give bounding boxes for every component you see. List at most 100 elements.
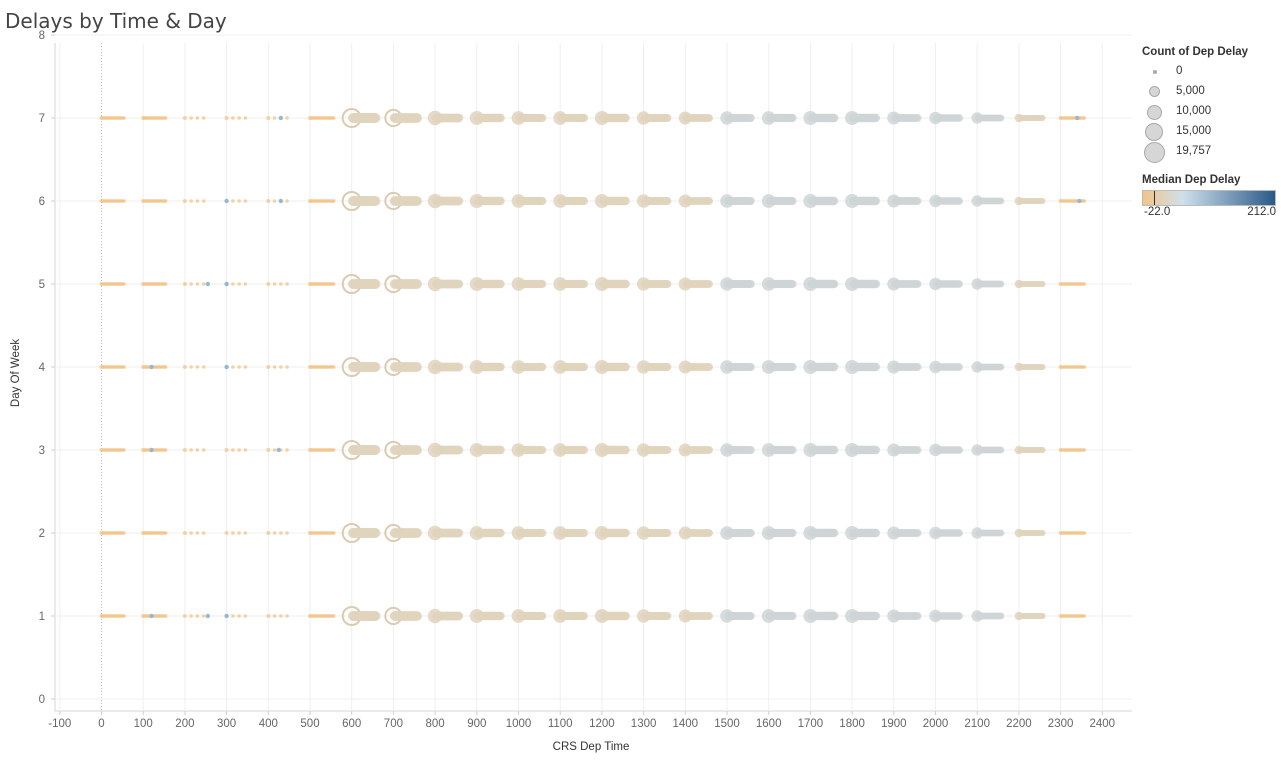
data-point (189, 282, 193, 286)
data-point (285, 531, 289, 535)
data-point (1082, 282, 1087, 286)
data-point (997, 446, 1005, 454)
data-point (788, 611, 797, 621)
data-point (663, 279, 672, 289)
data-point (412, 113, 423, 123)
data-point (243, 614, 248, 618)
data-point (224, 531, 229, 535)
data-point (913, 529, 922, 537)
data-point (279, 614, 283, 618)
data-point (1039, 198, 1046, 204)
data-point-high-delay (224, 281, 229, 287)
data-point (122, 365, 126, 369)
data-point-high-delay (1077, 198, 1082, 204)
data-point (871, 113, 881, 123)
data-point (266, 116, 271, 120)
data-point (705, 114, 714, 122)
data-point (231, 531, 235, 535)
data-point (997, 612, 1005, 620)
data-point-high-delay (149, 447, 154, 453)
data-point (370, 445, 381, 455)
data-point (272, 614, 277, 618)
size-legend-circle (1149, 86, 1160, 97)
data-point (788, 196, 797, 206)
x-tick-label: 700 (384, 718, 403, 730)
x-tick-label: 2000 (923, 718, 949, 730)
data-point-high-delay (205, 613, 211, 619)
data-point (224, 116, 229, 120)
x-tick-label: 1200 (589, 718, 615, 730)
data-point (1039, 115, 1046, 121)
data-point (1082, 614, 1087, 618)
size-legend: 0 5,000 10,000 15,000 19,757 (1142, 62, 1278, 163)
data-point-high-delay (278, 115, 284, 121)
data-point (746, 196, 755, 206)
size-legend-circle (1147, 105, 1162, 120)
data-point (454, 611, 464, 621)
data-point-high-delay (224, 613, 229, 619)
data-point (272, 116, 277, 120)
data-point (163, 365, 168, 369)
data-point-high-delay (149, 364, 154, 370)
data-point (272, 365, 277, 369)
data-point (331, 116, 336, 120)
data-point (201, 282, 206, 286)
legend-panel: Count of Dep Delay 0 5,000 10,000 15,000… (1142, 46, 1278, 220)
data-point (621, 528, 630, 538)
x-tick-label: 1000 (506, 718, 532, 730)
data-point (163, 614, 168, 618)
data-point (272, 531, 277, 535)
data-point (1082, 448, 1087, 452)
data-point (663, 445, 672, 455)
data-point (871, 196, 881, 206)
data-point (182, 116, 187, 120)
data-point (243, 199, 248, 203)
data-point (913, 446, 922, 454)
y-tick-label: 7 (39, 113, 45, 125)
data-point (412, 362, 423, 372)
data-point (231, 365, 235, 369)
data-point (955, 197, 964, 205)
data-point (538, 445, 547, 455)
data-point (746, 611, 755, 621)
data-point (997, 197, 1005, 205)
color-legend-min: -22.0 (1144, 206, 1171, 218)
data-point (705, 529, 714, 537)
data-point (237, 448, 241, 452)
x-tick-label: 2200 (1006, 718, 1032, 730)
data-point (1082, 199, 1087, 203)
data-point (705, 197, 714, 205)
data-point (189, 199, 193, 203)
data-point (182, 365, 187, 369)
data-point (231, 448, 235, 452)
x-tick-label: -100 (48, 718, 71, 730)
data-point (370, 528, 381, 538)
data-point (370, 279, 381, 289)
data-point (201, 614, 206, 618)
data-point (788, 445, 797, 455)
data-point (913, 280, 922, 288)
data-point (331, 531, 336, 535)
color-legend-marker (1154, 191, 1155, 205)
data-point (538, 113, 547, 123)
data-point (237, 365, 241, 369)
data-point (122, 448, 126, 452)
data-point (266, 531, 271, 535)
data-point (189, 116, 193, 120)
data-point (285, 282, 289, 286)
data-point (663, 196, 672, 206)
data-point (621, 196, 630, 206)
data-point (201, 448, 206, 452)
data-point (746, 445, 755, 455)
data-point (621, 445, 630, 455)
data-point (579, 445, 589, 455)
data-point (189, 365, 193, 369)
color-legend-range: -22.0 212.0 (1142, 206, 1278, 220)
size-legend-circle (1144, 142, 1165, 163)
data-point (243, 116, 248, 120)
data-point (496, 445, 505, 455)
data-point (496, 611, 505, 621)
data-point (189, 614, 193, 618)
data-point (182, 282, 187, 286)
size-legend-label: 5,000 (1176, 85, 1205, 97)
